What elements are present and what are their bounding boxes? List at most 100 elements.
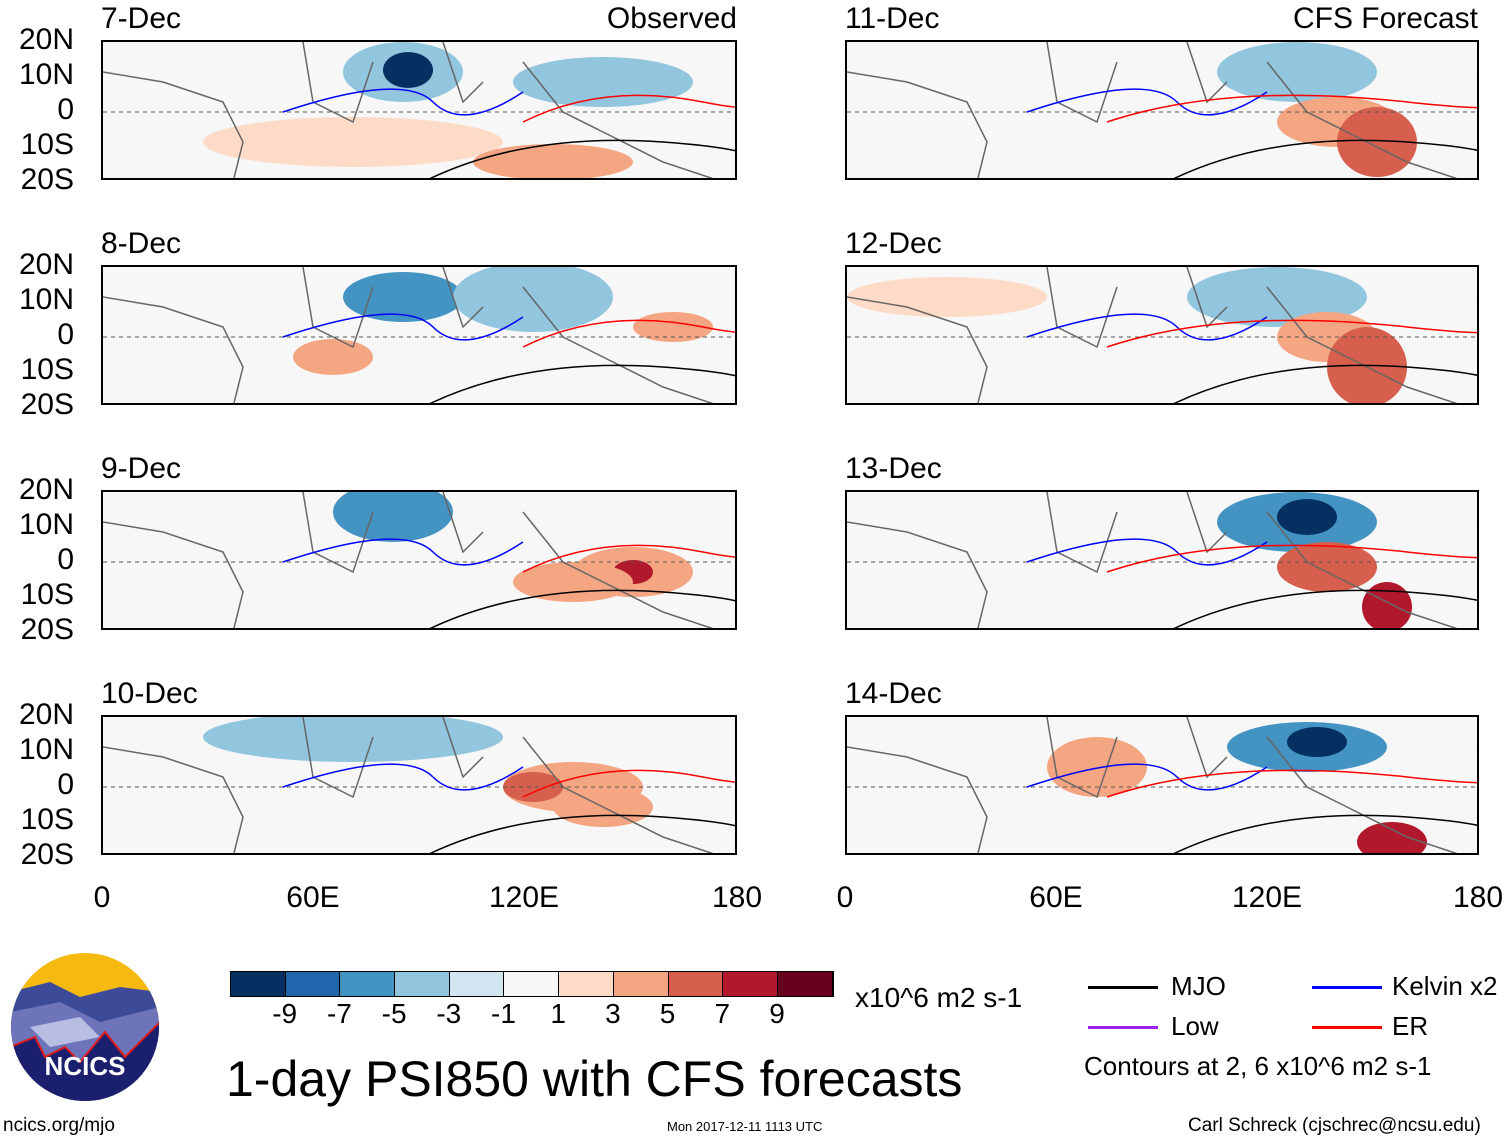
footer-timestamp: Mon 2017-12-11 1113 UTC: [667, 1119, 823, 1134]
anomaly-shading: [1047, 737, 1147, 797]
er-contour: [1106, 297, 1477, 348]
anomaly-shading: [503, 772, 563, 802]
colorbar-label: 3: [605, 998, 621, 1029]
colorbar-label: -3: [436, 998, 462, 1029]
lat-label: 0: [57, 318, 74, 351]
lat-label: 20S: [20, 163, 74, 196]
lat-label: 20N: [18, 23, 74, 56]
anomaly-shading: [513, 57, 693, 107]
mjo-contour: [1173, 589, 1477, 628]
panel-date: 8-Dec: [101, 227, 182, 260]
colorbar-swatch: [723, 972, 778, 996]
lat-label: 10N: [18, 58, 74, 91]
colorbar-swatch: [777, 972, 833, 996]
psi850-field: [847, 717, 1477, 853]
colorbar-label: -9: [272, 998, 298, 1029]
anomaly-shading: [1362, 582, 1412, 628]
anomaly-shading: [1277, 542, 1377, 592]
panel-date: 13-Dec: [845, 452, 942, 485]
anomaly-shading: [1217, 42, 1377, 102]
anomaly-shading: [333, 492, 453, 542]
coastline: [103, 267, 714, 403]
lat-label: 10S: [20, 803, 74, 836]
kelvin-contour: [1026, 763, 1268, 791]
colorbar-label: 5: [659, 998, 676, 1029]
lat-label: 10N: [18, 283, 74, 316]
anomaly-shading: [513, 562, 633, 602]
lat-label: 0: [57, 768, 74, 801]
lat-label: 20N: [18, 248, 74, 281]
footer-url[interactable]: ncics.org/mjo: [3, 1115, 115, 1136]
panel-date: 12-Dec: [845, 227, 942, 260]
er-contour: [522, 769, 735, 798]
legend-kelvin-line: [1312, 986, 1382, 989]
coastline: [847, 717, 1458, 853]
lat-label: 20S: [20, 613, 74, 646]
panel-date: 10-Dec: [101, 677, 198, 710]
er-contour: [1106, 747, 1477, 798]
anomaly-shading: [633, 312, 713, 342]
lat-label: 0: [57, 543, 74, 576]
figure-title: 1-day PSI850 with CFS forecasts: [226, 1051, 963, 1107]
psi850-field: [103, 492, 735, 628]
panel-date: 7-Dec: [101, 2, 182, 35]
map-panel: [845, 715, 1479, 855]
mjo-contour: [1173, 139, 1477, 178]
coastline: [847, 492, 1458, 628]
colorbar-label: 9: [769, 998, 785, 1029]
lat-label: 0: [57, 93, 74, 126]
lon-label: 180: [711, 881, 763, 914]
colorbar-label: 1: [550, 998, 566, 1029]
mjo-contour: [429, 139, 735, 178]
map-panel: [845, 40, 1479, 180]
map-panel: [101, 40, 737, 180]
kelvin-contour: [282, 313, 524, 341]
legend-kelvin-label: Kelvin x2: [1392, 971, 1498, 1001]
lat-label: 10N: [18, 733, 74, 766]
legend-low-label: Low: [1171, 1011, 1219, 1041]
mjo-contour: [1173, 364, 1477, 403]
lon-label: 0: [93, 881, 111, 914]
mjo-contour: [429, 589, 735, 628]
lon-label: 120E: [1231, 881, 1303, 914]
lat-label: 20S: [20, 388, 74, 421]
er-contour: [1106, 72, 1477, 123]
lat-label: 10N: [18, 508, 74, 541]
ncics-logo: NCICS: [11, 953, 159, 1101]
legend-low-line: [1088, 1026, 1158, 1029]
contour-note: Contours at 2, 6 x10^6 m2 s-1: [1084, 1051, 1432, 1081]
psi850-field: [103, 717, 735, 853]
coastline: [847, 42, 1458, 178]
colorbar-units: x10^6 m2 s-1: [855, 982, 1023, 1013]
legend-mjo-label: MJO: [1171, 971, 1226, 1001]
map-panel: [845, 265, 1479, 405]
coastline: [103, 42, 714, 178]
psi850-field: [847, 492, 1477, 628]
anomaly-shading: [203, 117, 503, 167]
lat-label: 10S: [20, 128, 74, 161]
kelvin-contour: [282, 763, 524, 791]
psi850-field: [103, 267, 735, 403]
legend-er-line: [1312, 1026, 1382, 1029]
panel-date: 9-Dec: [101, 452, 182, 485]
er-contour: [522, 94, 735, 123]
lon-label: 180: [1452, 881, 1504, 914]
observed-header: Observed: [606, 2, 737, 35]
colorbar-swatch: [668, 972, 724, 996]
colorbar-label: -1: [491, 998, 516, 1029]
mjo-contour: [429, 814, 735, 853]
anomaly-shading: [1187, 267, 1367, 327]
anomaly-shading: [203, 717, 503, 762]
er-contour: [522, 544, 735, 573]
anomaly-shading: [1277, 499, 1337, 535]
coastline: [103, 717, 714, 853]
panel-date: 14-Dec: [845, 677, 942, 710]
lat-label: 10S: [20, 353, 74, 386]
map-panel: [101, 265, 737, 405]
forecast-header: CFS Forecast: [1292, 2, 1478, 35]
legend-mjo-line: [1088, 986, 1158, 989]
anomaly-shading: [1337, 107, 1417, 177]
lon-label: 120E: [488, 881, 560, 914]
anomaly-shading: [1287, 727, 1347, 757]
coastline: [103, 492, 714, 628]
